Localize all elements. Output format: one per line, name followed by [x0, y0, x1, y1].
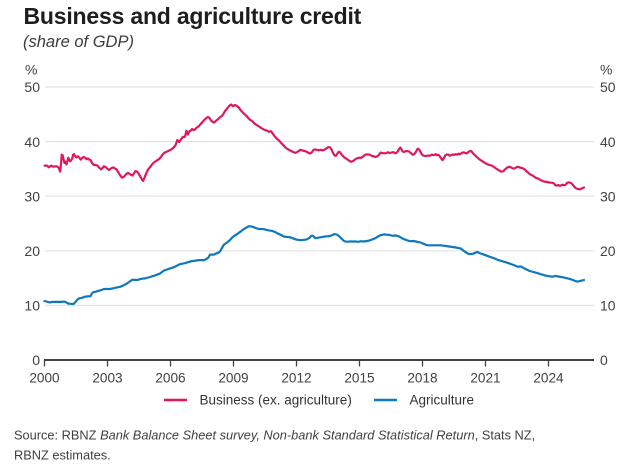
svg-text:10: 10: [24, 298, 40, 314]
svg-text:50: 50: [24, 79, 40, 95]
svg-text:2006: 2006: [155, 370, 185, 385]
svg-text:2018: 2018: [407, 370, 437, 385]
svg-text:0: 0: [32, 352, 40, 368]
svg-text:Source: RBNZ Bank Balance Shee: Source: RBNZ Bank Balance Sheet survey, …: [14, 428, 535, 443]
svg-text:RBNZ estimates.: RBNZ estimates.: [14, 448, 111, 463]
svg-text:%: %: [25, 62, 37, 78]
svg-text:(share of GDP): (share of GDP): [23, 33, 134, 51]
svg-text:0: 0: [600, 352, 608, 368]
svg-text:2021: 2021: [470, 370, 500, 385]
svg-text:Business (ex. agriculture): Business (ex. agriculture): [200, 393, 352, 408]
svg-text:30: 30: [600, 188, 616, 204]
svg-text:40: 40: [24, 134, 40, 150]
svg-text:%: %: [600, 62, 612, 78]
svg-text:2003: 2003: [92, 370, 122, 385]
svg-text:2024: 2024: [533, 370, 564, 385]
svg-text:40: 40: [600, 134, 616, 150]
svg-text:2009: 2009: [218, 370, 248, 385]
svg-text:2015: 2015: [344, 370, 374, 385]
svg-text:30: 30: [24, 188, 40, 204]
svg-text:Business and agriculture credi: Business and agriculture credit: [24, 3, 362, 29]
svg-text:2012: 2012: [281, 370, 311, 385]
svg-text:2000: 2000: [29, 370, 60, 385]
svg-text:Agriculture: Agriculture: [410, 393, 475, 408]
svg-text:20: 20: [24, 243, 40, 259]
svg-text:50: 50: [600, 79, 616, 95]
svg-text:20: 20: [600, 243, 616, 259]
svg-text:10: 10: [600, 298, 616, 314]
